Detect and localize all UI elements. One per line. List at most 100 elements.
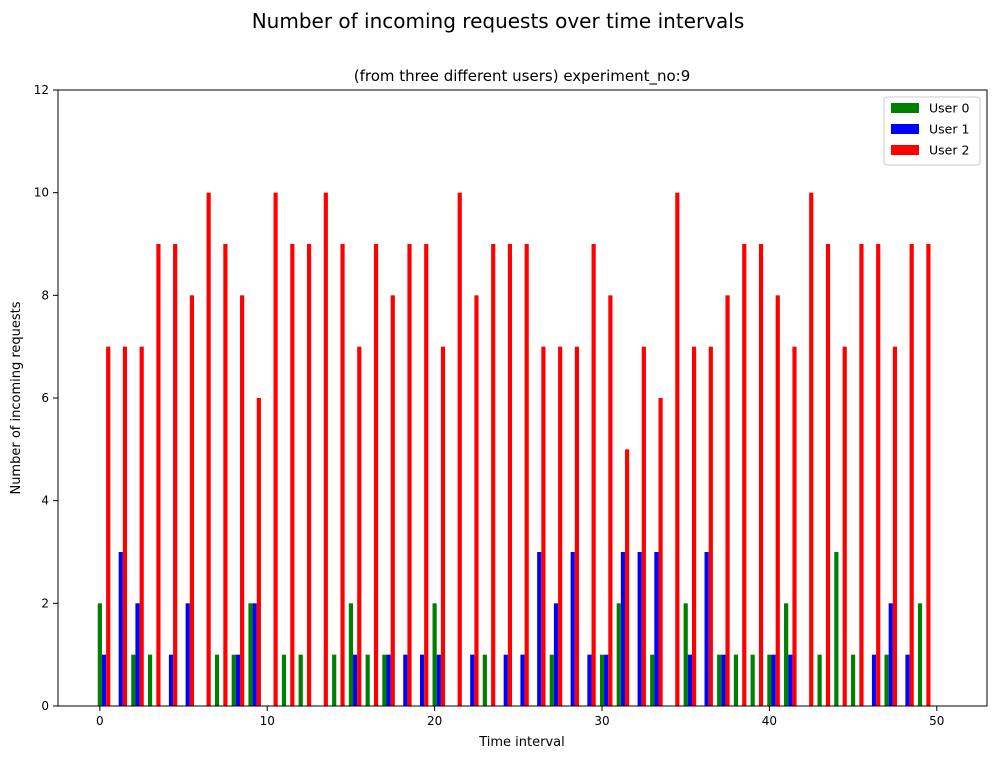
bar-user-2	[474, 295, 479, 706]
bar-user-0	[851, 654, 856, 706]
bar-user-1	[185, 603, 190, 706]
y-tick-label: 8	[41, 288, 49, 302]
bar-user-2	[792, 346, 797, 706]
x-tick-label: 10	[260, 714, 275, 728]
legend: User 0 User 1 User 2	[883, 96, 981, 166]
y-axis-label: Number of incoming requests	[9, 301, 24, 494]
bar-user-1	[871, 654, 877, 706]
bar-user-2	[206, 192, 211, 707]
bar-user-1	[687, 654, 692, 706]
bar-user-0	[599, 654, 605, 706]
bar-user-2	[775, 295, 780, 706]
bar-user-0	[482, 654, 487, 706]
bar-user-2	[558, 346, 563, 706]
x-axis-label: Time interval	[478, 735, 565, 750]
bar-user-1	[905, 654, 910, 706]
bar-user-0	[214, 654, 220, 706]
bar-user-0	[348, 603, 354, 706]
bar-user-0	[231, 654, 236, 706]
bar-user-0	[131, 654, 136, 706]
bar-user-1	[604, 654, 609, 706]
bar-user-2	[591, 244, 596, 706]
x-tick-label: 20	[427, 714, 442, 728]
bar-user-0	[784, 603, 789, 706]
bar-user-2	[122, 346, 128, 706]
bar-user-2	[876, 244, 881, 706]
bar-user-2	[541, 346, 546, 706]
bar-user-2	[173, 244, 178, 706]
y-tick-label: 4	[41, 494, 49, 508]
bar-user-1	[520, 654, 525, 706]
bar-user-1	[436, 654, 441, 706]
plot-frame	[57, 89, 988, 707]
bar-user-0	[650, 654, 655, 706]
bar-user-0	[683, 603, 688, 706]
bar-user-0	[147, 654, 153, 706]
bar-user-1	[353, 654, 358, 706]
bar-user-0	[248, 603, 253, 706]
x-tick-label: 0	[96, 714, 104, 728]
bar-user-2	[708, 346, 713, 706]
bar-user-1	[637, 552, 642, 706]
bar-user-2	[390, 295, 395, 706]
bar-user-0	[281, 654, 287, 706]
bar-user-2	[608, 295, 613, 706]
chart-title: (from three different users) experiment_…	[354, 67, 691, 86]
bar-user-2	[725, 295, 730, 706]
bar-user-1	[587, 654, 592, 706]
bar-user-2	[440, 346, 446, 706]
bar-user-2	[340, 244, 345, 706]
bar-user-0	[432, 603, 437, 706]
bar-user-2	[139, 346, 144, 706]
bar-user-1	[235, 654, 241, 706]
bar-user-2	[156, 244, 161, 706]
y-tick-label: 6	[41, 391, 49, 405]
y-tick-label: 12	[34, 83, 49, 97]
bar-user-2	[574, 346, 579, 706]
legend-label-user-1: User 1	[929, 122, 969, 137]
bar-user-1	[503, 654, 508, 706]
bar-user-2	[457, 192, 462, 707]
x-tick-label: 30	[594, 714, 609, 728]
bar-user-1	[403, 654, 408, 706]
bar-user-0	[750, 654, 755, 706]
bar-user-2	[306, 244, 312, 706]
bar-user-1	[470, 654, 475, 706]
bar-user-1	[168, 654, 174, 706]
bar-user-0	[917, 603, 923, 706]
bar-user-0	[717, 654, 722, 706]
bar-user-2	[424, 244, 429, 706]
bar-user-1	[135, 603, 140, 706]
bar-user-0	[332, 654, 337, 706]
bar-user-1	[553, 603, 559, 706]
bar-user-2	[926, 244, 931, 706]
bar-user-0	[549, 654, 554, 706]
chart-suptitle: Number of incoming requests over time in…	[252, 9, 745, 33]
bar-user-1	[654, 552, 659, 706]
x-tick-label: 50	[929, 714, 944, 728]
bar-user-2	[742, 244, 747, 706]
bar-user-2	[373, 244, 379, 706]
bars-layer	[97, 192, 931, 707]
bar-user-0	[733, 654, 739, 706]
bar-user-2	[758, 244, 764, 706]
legend-swatch-user-2	[891, 145, 919, 155]
bar-user-2	[106, 346, 111, 706]
bar-user-2	[524, 244, 529, 706]
x-axis: 0 10 20 30 40 50	[96, 706, 944, 728]
bar-user-2	[189, 295, 194, 706]
bar-user-0	[834, 552, 839, 706]
bar-user-1	[620, 552, 626, 706]
bar-user-2	[691, 346, 697, 706]
bar-user-2	[491, 244, 496, 706]
bar-user-0	[884, 654, 889, 706]
bar-user-2	[357, 346, 362, 706]
bar-user-1	[771, 654, 776, 706]
bar-user-1	[788, 654, 793, 706]
legend-swatch-user-0	[891, 103, 919, 113]
bar-user-2	[507, 244, 513, 706]
bar-user-1	[118, 552, 123, 706]
bar-user-1	[101, 654, 107, 706]
bar-user-2	[658, 398, 663, 706]
